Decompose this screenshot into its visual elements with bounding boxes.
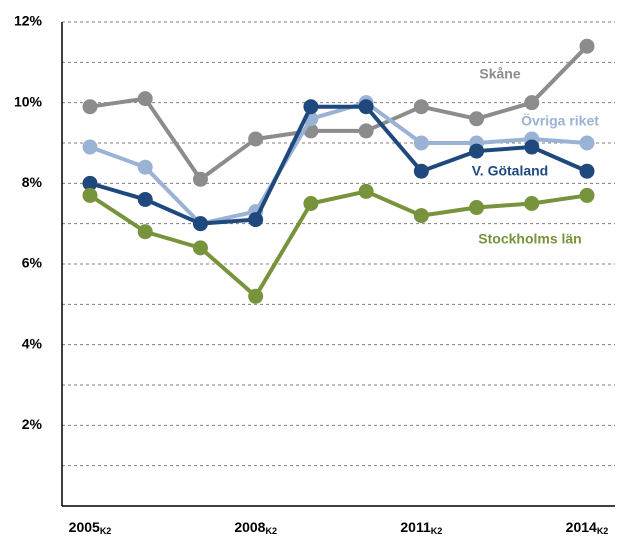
data-point	[413, 208, 429, 224]
data-point	[192, 216, 208, 232]
data-point	[82, 187, 98, 203]
x-tick-label: 2005K2	[69, 519, 112, 537]
series-label: Skåne	[479, 66, 520, 82]
data-point	[579, 187, 595, 203]
data-point	[413, 135, 429, 151]
series-label: V. Götaland	[472, 163, 549, 179]
data-point	[82, 99, 98, 115]
series-line	[89, 104, 588, 226]
data-point	[579, 135, 595, 151]
data-point	[248, 131, 264, 147]
data-point	[469, 200, 485, 216]
data-point	[358, 123, 374, 139]
data-point	[192, 240, 208, 256]
x-tick-label: 2008K2	[234, 519, 277, 537]
data-point	[413, 163, 429, 179]
data-point	[303, 99, 319, 115]
data-point	[579, 38, 595, 54]
data-point	[82, 175, 98, 191]
data-point	[137, 224, 153, 240]
data-point	[192, 171, 208, 187]
data-point	[82, 139, 98, 155]
data-point	[358, 183, 374, 199]
data-point	[137, 91, 153, 107]
data-point	[248, 288, 264, 304]
x-tick-label: 2011K2	[400, 519, 442, 537]
data-point	[524, 196, 540, 211]
data-point	[524, 139, 540, 155]
data-point	[137, 159, 153, 175]
y-tick-label: 10%	[14, 93, 43, 109]
x-tick-label: 2014K2	[566, 519, 609, 537]
series-line	[88, 189, 588, 299]
data-point	[579, 163, 595, 179]
data-point	[303, 196, 319, 211]
data-point	[248, 212, 264, 228]
data-point	[137, 191, 153, 207]
y-tick-label: 2%	[22, 416, 43, 432]
series-label: Övriga riket	[521, 113, 599, 129]
y-tick-label: 4%	[22, 335, 43, 351]
y-tick-label: 12%	[14, 13, 43, 29]
y-tick-label: 8%	[22, 174, 43, 190]
y-tick-label: 6%	[22, 255, 43, 271]
data-point	[524, 95, 540, 111]
data-point	[358, 99, 374, 115]
series-label: Stockholms län	[478, 231, 581, 247]
data-point	[469, 143, 485, 159]
data-point	[469, 111, 485, 127]
data-point	[413, 99, 429, 115]
series-line	[89, 100, 588, 226]
series-line	[89, 44, 589, 182]
